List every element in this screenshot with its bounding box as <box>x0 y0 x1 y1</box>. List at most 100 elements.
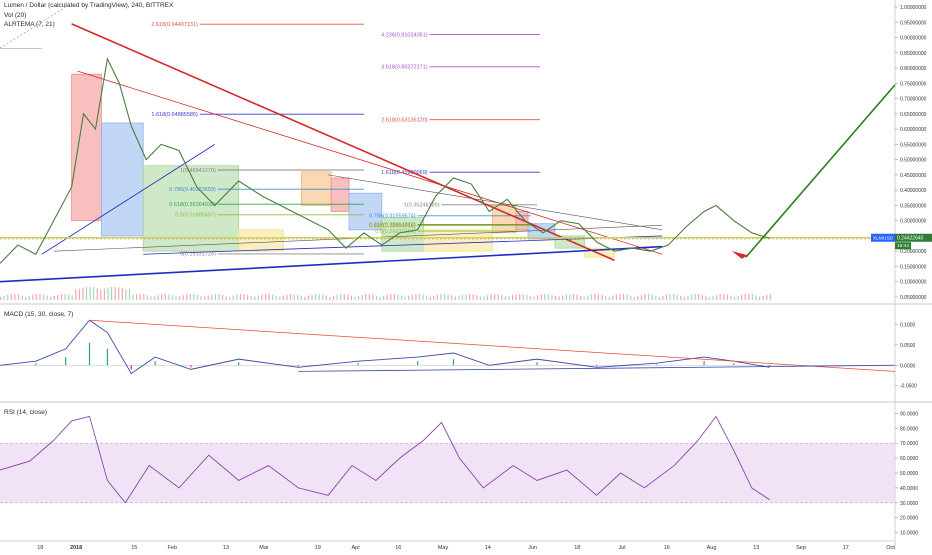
volume-bar <box>14 294 16 300</box>
price-axis-tick-label: 0.75000000 <box>900 81 927 87</box>
volume-bar <box>347 294 349 300</box>
symbol-badge <box>871 233 895 242</box>
volume-bar <box>490 294 492 300</box>
volume-bar <box>368 294 370 300</box>
volume-bar <box>350 295 353 300</box>
volume-bar <box>315 294 317 300</box>
current-price-text: 0.24422640 <box>897 236 924 242</box>
volume-bar <box>612 295 614 300</box>
rsi-axis-tick-label: 40.0000 <box>900 486 918 492</box>
rsi-axis-tick-label: 20.0000 <box>900 516 918 522</box>
volume-bar <box>390 294 392 300</box>
volume-bar <box>236 294 238 300</box>
macd-histogram-bar <box>733 363 735 366</box>
volume-bar <box>164 294 166 300</box>
price-axis-tick-label: 0.40000000 <box>900 188 927 194</box>
volume-bar <box>75 289 77 300</box>
fib-level-label: 0.786(0.40323659) <box>169 187 216 193</box>
volume-bar <box>218 294 220 300</box>
volume-bar <box>630 295 632 300</box>
volume-bar <box>748 294 750 300</box>
volume-bar <box>716 294 718 300</box>
volume-bar <box>282 295 285 300</box>
volume-bar <box>358 295 360 300</box>
fib-level-label: 1.618(0.64885585) <box>151 112 198 118</box>
volume-bar <box>247 294 249 300</box>
macd-histogram-bar <box>417 361 419 366</box>
rsi-axis-tick-label: 10.0000 <box>900 531 918 537</box>
volume-bar <box>751 294 753 300</box>
fib-level-label: 3.618(0.80372171) <box>381 65 428 71</box>
volume-bar <box>461 295 464 300</box>
volume-bar <box>139 294 141 300</box>
volume-bar <box>447 294 449 300</box>
macd-histogram-bar <box>297 365 299 367</box>
volume-bar <box>71 295 73 300</box>
volume-bar <box>32 294 34 300</box>
volume-bar <box>214 294 216 300</box>
macd-histogram-bar <box>655 364 657 366</box>
macd-histogram-bar <box>35 363 37 366</box>
volume-bar <box>576 294 578 300</box>
fib-level-label: 2.618(0.63136120) <box>381 117 428 123</box>
volume-bar <box>193 294 195 300</box>
volume-bar <box>519 294 521 300</box>
fib-level-label: 0.382(0.28396955) <box>369 223 416 229</box>
fib-level-label: 0(0.19131724) <box>180 252 216 258</box>
volume-bar <box>644 294 646 300</box>
volume-bar <box>479 296 481 300</box>
rsi-axis-tick-label: 30.0000 <box>900 501 918 507</box>
volume-bar <box>601 294 603 300</box>
volume-bar <box>103 288 106 300</box>
time-axis-tick-label: May <box>438 545 449 550</box>
current-price-badge <box>895 233 932 242</box>
volume-bar <box>110 287 113 300</box>
macd-histogram-bar <box>769 365 771 367</box>
volume-bar <box>741 294 743 300</box>
volume-bar <box>522 294 524 300</box>
volume-bar <box>261 294 263 300</box>
volume-bar <box>325 295 327 300</box>
volume-bar <box>705 295 707 300</box>
time-axis-tick-label: Sep <box>796 545 806 550</box>
volume-bar <box>28 295 30 300</box>
volume-bar <box>565 294 567 300</box>
time-axis-tick-label: 14 <box>485 545 491 550</box>
price-axis-tick-label: 0.95000000 <box>900 20 927 26</box>
volume-bar <box>254 296 256 300</box>
price-axis-tick-label: 0.50000000 <box>900 158 927 164</box>
resistance-trendline <box>77 70 663 255</box>
volume-bar <box>225 296 227 300</box>
volume-bar <box>440 294 442 300</box>
volume-bar <box>429 296 431 300</box>
resistance-trendline <box>71 23 615 262</box>
volume-bar <box>597 294 600 300</box>
volume-bar <box>200 296 202 300</box>
volume-bar <box>386 294 388 300</box>
volume-bar <box>207 295 209 300</box>
volume-bar <box>468 294 471 300</box>
price-axis-tick-label: 0.10000000 <box>900 280 927 286</box>
volume-bar <box>590 294 592 300</box>
volume-bar <box>39 294 41 300</box>
volume-bar <box>422 294 424 300</box>
volume-bar <box>85 286 88 300</box>
volume-bar <box>211 294 213 300</box>
volume-bar <box>21 295 23 300</box>
volume-bar <box>3 295 5 300</box>
volume-bar <box>250 296 252 300</box>
macd-histogram-bar <box>190 365 192 368</box>
volume-bar <box>257 295 259 300</box>
volume-bar <box>587 295 589 300</box>
volume-bar <box>605 295 607 300</box>
fib-level-label: 0.618(0.35364039) <box>169 202 216 208</box>
volume-bar <box>375 295 378 300</box>
volume-bar <box>78 288 80 300</box>
macd-trendline <box>298 364 896 372</box>
volume-bar <box>329 296 331 300</box>
volume-bar <box>683 296 685 300</box>
volume-bar <box>719 294 721 300</box>
breakout-projection-arrow <box>745 84 896 258</box>
